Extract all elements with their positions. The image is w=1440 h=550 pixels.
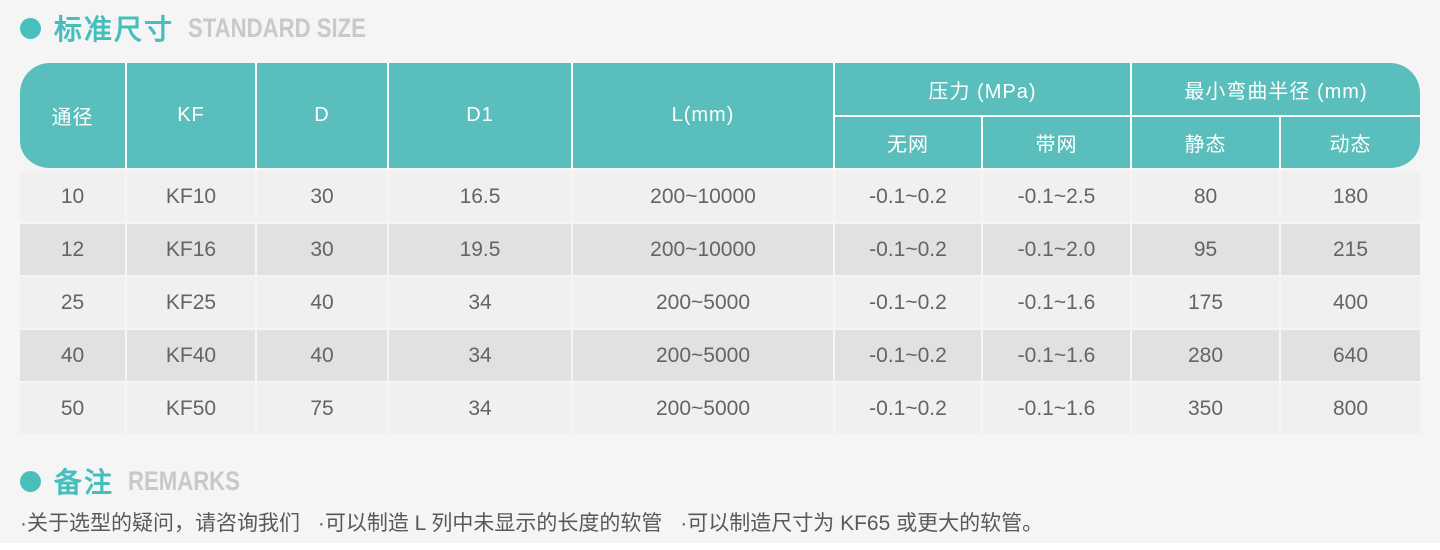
bullet-icon <box>20 470 41 492</box>
table-cell: 75 <box>257 383 389 436</box>
table-cell: 200~5000 <box>573 330 835 383</box>
table-cell: 400 <box>1281 277 1421 330</box>
table-cell: -0.1~0.2 <box>835 383 983 436</box>
column-header-l: L(mm) <box>573 63 835 171</box>
table-cell: -0.1~1.6 <box>983 383 1132 436</box>
table-cell: 80 <box>1132 171 1281 224</box>
table-row: 12 KF16 30 19.5 200~10000 -0.1~0.2 -0.1~… <box>20 224 1421 277</box>
table-cell: 30 <box>257 171 389 224</box>
table-row: 40 KF40 40 34 200~5000 -0.1~0.2 -0.1~1.6… <box>20 330 1421 383</box>
section-title-cn: 标准尺寸 <box>54 14 175 45</box>
table-cell: 10 <box>20 171 127 224</box>
table-cell: -0.1~2.5 <box>983 171 1132 224</box>
section-title-en: REMARKS <box>128 465 240 496</box>
table-cell: 34 <box>389 330 573 383</box>
table-cell: 25 <box>20 277 127 330</box>
section-title-cn: 备注 <box>54 467 115 498</box>
page-bottom-strip <box>0 543 1440 550</box>
remark-item: ·可以制造尺寸为 KF65 或更大的软管。 <box>680 512 1044 535</box>
table-cell: KF16 <box>127 224 257 277</box>
table-cell: 34 <box>389 277 573 330</box>
table-cell: KF10 <box>127 171 257 224</box>
table-header-row-subs: 无网 带网 静态 动态 <box>20 117 1421 171</box>
table-body: 10 KF10 30 16.5 200~10000 -0.1~0.2 -0.1~… <box>20 171 1421 436</box>
standard-size-table: 通径 KF D D1 L(mm) 压力 (MPa) 最小弯曲半径 (mm) 无网… <box>20 63 1421 436</box>
table-cell: 175 <box>1132 277 1281 330</box>
table-cell: 280 <box>1132 330 1281 383</box>
column-header-with-mesh: 带网 <box>983 117 1132 171</box>
table-row: 10 KF10 30 16.5 200~10000 -0.1~0.2 -0.1~… <box>20 171 1421 224</box>
table-row: 50 KF50 75 34 200~5000 -0.1~0.2 -0.1~1.6… <box>20 383 1421 436</box>
column-header-kf: KF <box>127 63 257 171</box>
table-cell: 200~10000 <box>573 224 835 277</box>
table-cell: KF40 <box>127 330 257 383</box>
table-cell: 200~5000 <box>573 383 835 436</box>
table-cell: 12 <box>20 224 127 277</box>
table-cell: 180 <box>1281 171 1421 224</box>
column-group-bend-radius: 最小弯曲半径 (mm) <box>1132 63 1421 117</box>
table-cell: 40 <box>20 330 127 383</box>
table-cell: 95 <box>1132 224 1281 277</box>
catalog-page: 标准尺寸 STANDARD SIZE 通径 KF D D1 L(mm) 压力 (… <box>20 8 1421 537</box>
table-row: 25 KF25 40 34 200~5000 -0.1~0.2 -0.1~1.6… <box>20 277 1421 330</box>
remark-item: ·关于选型的疑问，请咨询我们 <box>20 512 300 535</box>
table-cell: -0.1~1.6 <box>983 277 1132 330</box>
column-header-no-mesh: 无网 <box>835 117 983 171</box>
column-header-dynamic: 动态 <box>1281 117 1421 171</box>
column-header-diameter: 通径 <box>20 63 127 171</box>
table-cell: -0.1~2.0 <box>983 224 1132 277</box>
table-header-row-groups: 通径 KF D D1 L(mm) 压力 (MPa) 最小弯曲半径 (mm) <box>20 63 1421 171</box>
table-cell: 19.5 <box>389 224 573 277</box>
remark-item: ·可以制造 L 列中未显示的长度的软管 <box>317 512 663 535</box>
table-cell: KF50 <box>127 383 257 436</box>
table-cell: 40 <box>257 277 389 330</box>
table-cell: 34 <box>389 383 573 436</box>
section-title-en: STANDARD SIZE <box>188 12 366 43</box>
table-cell: 640 <box>1281 330 1421 383</box>
table-cell: -0.1~0.2 <box>835 277 983 330</box>
table-cell: 50 <box>20 383 127 436</box>
remarks-text: ·关于选型的疑问，请咨询我们 ·可以制造 L 列中未显示的长度的软管 ·可以制造… <box>20 507 1420 537</box>
column-header-d1: D1 <box>389 63 573 171</box>
table-cell: 200~5000 <box>573 277 835 330</box>
column-header-static: 静态 <box>1132 117 1281 171</box>
table-cell: KF25 <box>127 277 257 330</box>
table-header: 通径 KF D D1 L(mm) 压力 (MPa) 最小弯曲半径 (mm) 无网… <box>20 63 1421 171</box>
table-cell: -0.1~1.6 <box>983 330 1132 383</box>
table-cell: 30 <box>257 224 389 277</box>
table-cell: -0.1~0.2 <box>835 330 983 383</box>
table-cell: 215 <box>1281 224 1421 277</box>
table-cell: -0.1~0.2 <box>835 171 983 224</box>
remarks-section-title: 备注 REMARKS <box>20 461 1420 501</box>
standard-size-section-title: 标准尺寸 STANDARD SIZE <box>20 8 1420 48</box>
table-cell: 350 <box>1132 383 1281 436</box>
column-header-d: D <box>257 63 389 171</box>
table-cell: 16.5 <box>389 171 573 224</box>
column-group-pressure: 压力 (MPa) <box>835 63 1132 117</box>
table-cell: -0.1~0.2 <box>835 224 983 277</box>
table-cell: 800 <box>1281 383 1421 436</box>
bullet-icon <box>20 17 41 39</box>
table-cell: 40 <box>257 330 389 383</box>
table-cell: 200~10000 <box>573 171 835 224</box>
